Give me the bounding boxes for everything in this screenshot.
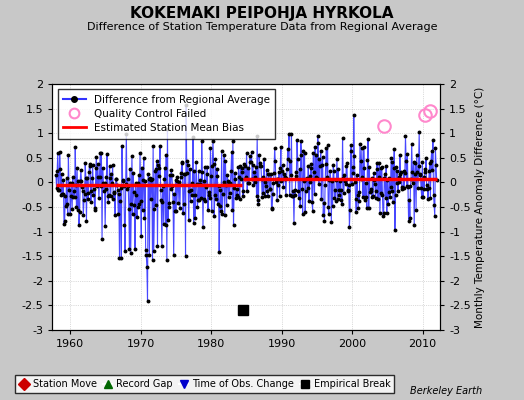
Text: Berkeley Earth: Berkeley Earth: [410, 386, 482, 396]
Legend: Station Move, Record Gap, Time of Obs. Change, Empirical Break: Station Move, Record Gap, Time of Obs. C…: [15, 375, 395, 393]
Y-axis label: Monthly Temperature Anomaly Difference (°C): Monthly Temperature Anomaly Difference (…: [475, 86, 485, 328]
Text: Difference of Station Temperature Data from Regional Average: Difference of Station Temperature Data f…: [87, 22, 437, 32]
Legend: Difference from Regional Average, Quality Control Failed, Estimated Station Mean: Difference from Regional Average, Qualit…: [58, 89, 275, 139]
Text: KOKEMAKI PEIPOHJA HYRKOLA: KOKEMAKI PEIPOHJA HYRKOLA: [130, 6, 394, 21]
